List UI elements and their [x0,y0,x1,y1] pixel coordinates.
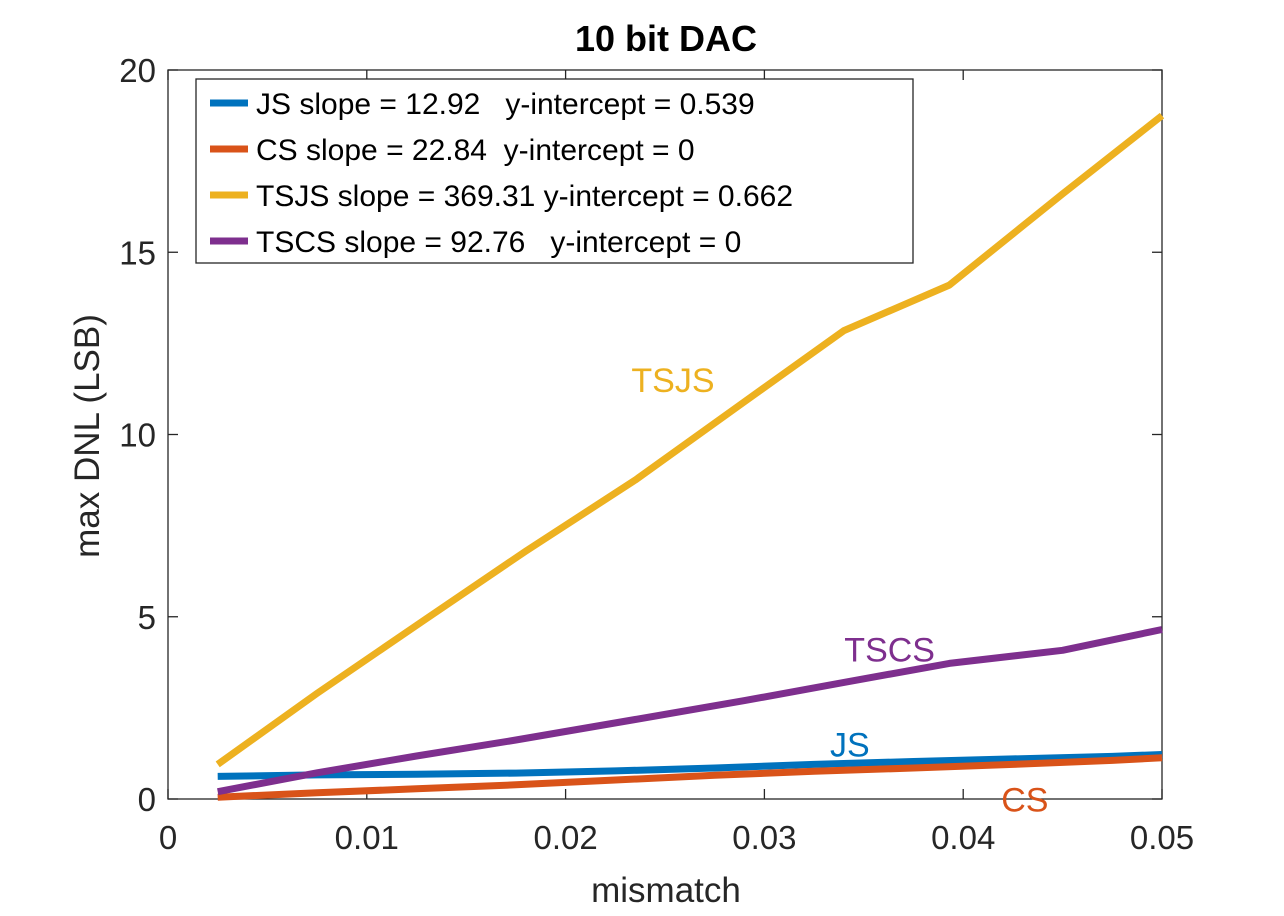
series-line-cs [217,754,1163,801]
series-annotation-cs: CS [1001,782,1048,820]
legend-entry-js: JS slope = 12.92 y-intercept = 0.539 [256,88,755,121]
chart-title: 10 bit DAC [575,18,757,59]
y-axis-label: max DNL (LSB) [68,314,107,558]
series-line-js [217,751,1163,780]
legend-box [195,78,914,264]
x-tick-label: 0.05 [1130,819,1194,856]
series-line-tsjs [215,112,1165,768]
x-tick-label: 0.03 [732,819,796,856]
x-tick-label: 0 [159,819,177,856]
x-tick-label: 0.02 [533,819,597,856]
y-tick-label: 20 [119,52,156,89]
series-annotation-js: JS [830,726,870,764]
legend-entry-cs: CS slope = 22.84 y-intercept = 0 [256,134,695,167]
legend: JS slope = 12.92 y-intercept = 0.539 CS s… [195,78,914,264]
legend-entry-tsjs: TSJS slope = 369.31 y-intercept = 0.662 [256,180,793,213]
series-annotation-tscs: TSCS [844,632,935,670]
x-tick-label: 0.04 [931,819,995,856]
y-tick-label: 15 [119,234,156,271]
x-axis-label: mismatch [591,871,741,910]
y-tick-label: 10 [119,417,156,454]
y-tick-label: 0 [138,781,156,818]
series-line-tscs [217,626,1163,796]
y-tick-label: 5 [138,599,156,636]
plot-area: 0 0.01 0.02 0.03 0.04 0.05 0 5 10 15 20 TSJS TSCS JS C… [119,52,1194,856]
legend-entry-tscs: TSCS slope = 92.76 y-intercept = 0 [256,226,741,259]
x-tick-label: 0.01 [335,819,399,856]
series-annotation-tsjs: TSJS [631,362,714,400]
